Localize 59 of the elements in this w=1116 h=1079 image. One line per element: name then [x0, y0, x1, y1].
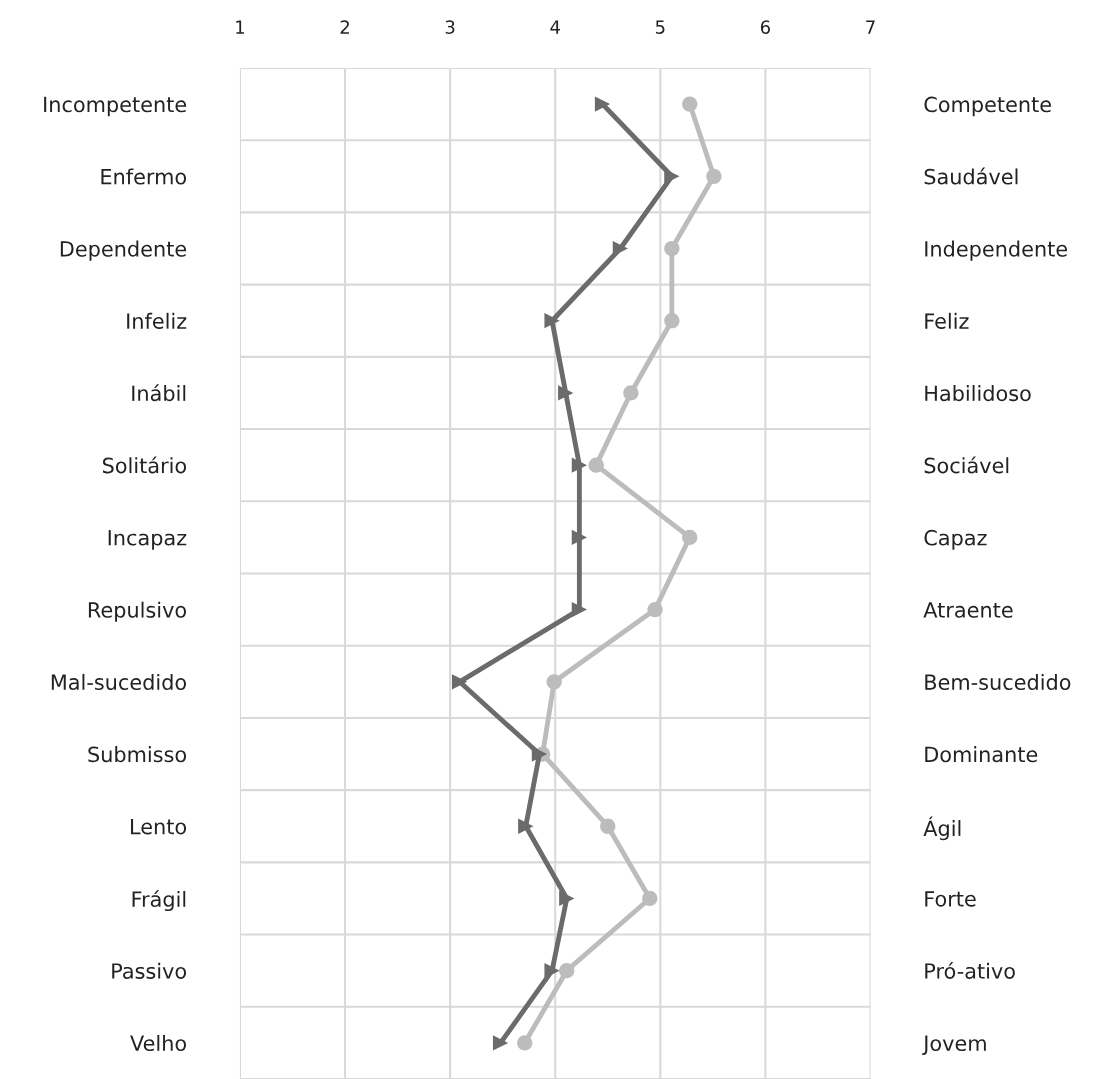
point — [588, 457, 604, 473]
point — [647, 601, 663, 618]
y2-tick-label: Feliz — [925, 312, 969, 329]
y-tick-label: Lento — [131, 818, 187, 835]
x-tick-label: 3 — [445, 20, 455, 34]
point — [623, 385, 639, 401]
y2-tick-label: Capaz — [924, 529, 987, 550]
y2-tick-label: Saudável — [924, 167, 1018, 185]
point — [706, 168, 722, 184]
x-tick-label: 6 — [760, 20, 770, 34]
y2-tick-label: Competente — [924, 96, 1051, 117]
point — [642, 890, 658, 907]
point — [600, 818, 616, 834]
point — [559, 963, 575, 979]
point — [664, 240, 680, 257]
point — [544, 963, 560, 979]
x-tick-label: 7 — [866, 20, 875, 34]
y-tick-label: Incompetente — [44, 96, 187, 117]
y2-tick-label: Ágil — [923, 816, 961, 841]
point — [546, 674, 562, 690]
y2-tick-label: Independente — [925, 240, 1068, 261]
point — [559, 890, 575, 907]
x-tick-label: 2 — [340, 20, 349, 34]
y2-tick-label: Dominante — [925, 746, 1038, 763]
y-tick-label: Frágil — [132, 890, 186, 912]
y2-tick-label: Forte — [925, 891, 976, 907]
point — [571, 529, 588, 546]
y-tick-label: Repulsivo — [88, 601, 187, 622]
point — [558, 385, 574, 401]
point — [517, 1035, 533, 1051]
point — [594, 96, 611, 112]
x-tick-label: 5 — [655, 20, 665, 34]
point — [664, 313, 680, 329]
point — [682, 529, 698, 546]
point — [492, 1035, 509, 1051]
y-tick-label: Inábil — [132, 384, 186, 402]
y-tick-label: Incapaz — [108, 530, 187, 550]
point — [571, 601, 588, 618]
point — [544, 313, 560, 329]
point — [682, 96, 698, 112]
y-tick-label: Mal-sucedido — [51, 673, 187, 691]
y2-tick-label: Jovem — [922, 1035, 986, 1055]
y-tick-label: Submisso — [88, 746, 187, 763]
x-tick-label: 4 — [550, 20, 560, 34]
y2-tick-label: Sociável — [924, 456, 1009, 474]
y2-tick-label: Habilidoso — [925, 385, 1031, 402]
x-tick-label: 1 — [236, 20, 245, 34]
y-tick-label: Dependente — [60, 240, 187, 261]
y2-tick-label: Atraente — [923, 602, 1013, 618]
y-tick-label: Enfermo — [101, 168, 187, 185]
point — [571, 457, 588, 473]
point — [518, 818, 534, 834]
y-tick-label: Infeliz — [127, 312, 187, 329]
y-tick-label: Passivo — [112, 962, 187, 979]
y2-tick-label: Bem-sucedido — [925, 673, 1071, 691]
y-tick-label: Velho — [130, 1034, 187, 1052]
point — [451, 674, 468, 690]
y2-tick-label: Pró-ativo — [925, 961, 1015, 979]
y-tick-label: Solitário — [102, 456, 187, 474]
